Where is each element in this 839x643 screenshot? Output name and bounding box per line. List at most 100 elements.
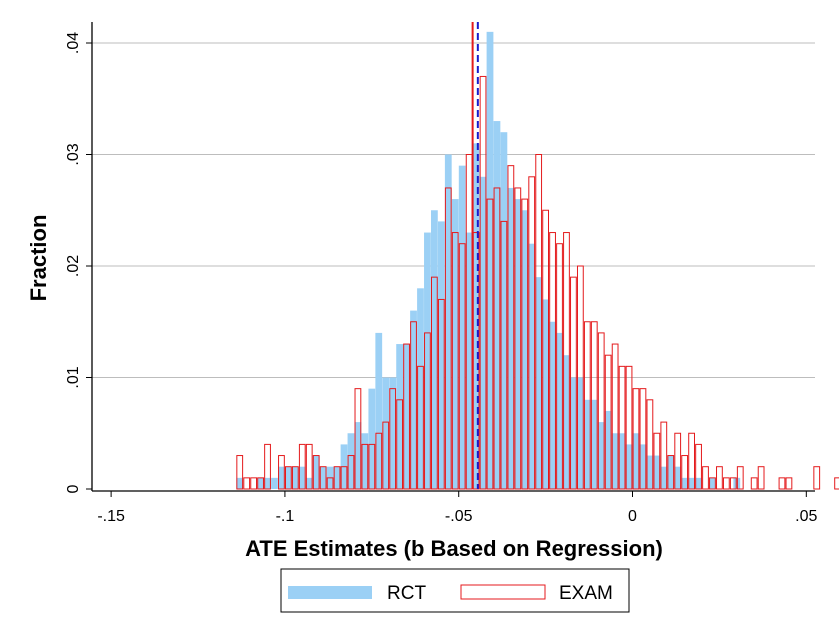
- rct-bar: [361, 433, 369, 489]
- rct-bar: [604, 410, 612, 489]
- y-axis-title: Fraction: [26, 215, 51, 302]
- exam-bar: [681, 455, 689, 490]
- rct-bar: [549, 321, 556, 489]
- rct-bar: [507, 187, 515, 489]
- exam-bar: [702, 466, 709, 490]
- exam-bar: [424, 332, 431, 490]
- x-axis-title: ATE Estimates (b Based on Regression): [245, 536, 663, 561]
- x-tick-label: .05: [795, 508, 817, 525]
- exam-bar: [576, 265, 584, 490]
- rct-bar: [563, 355, 570, 489]
- axes: [91, 22, 815, 492]
- exam-bar: [535, 154, 543, 490]
- exam-bar: [514, 187, 522, 490]
- mean-lines: [471, 22, 479, 489]
- rct-bar: [618, 433, 626, 489]
- rct-bar: [583, 399, 591, 489]
- legend-swatch-rct: [288, 586, 372, 599]
- exam-bar: [716, 466, 723, 490]
- rct-bar: [625, 444, 633, 489]
- exam-bar: [479, 75, 487, 490]
- exam-bar: [834, 477, 839, 490]
- rct-bar: [437, 221, 445, 489]
- rct-bar: [312, 455, 320, 489]
- legend-swatch-exam: [460, 584, 546, 600]
- exam-bar: [722, 477, 730, 490]
- exam-bar: [326, 477, 334, 490]
- exam-bar: [486, 198, 494, 490]
- exam-bar: [451, 232, 459, 490]
- rct-bar: [472, 143, 480, 489]
- exam-bar: [750, 477, 758, 490]
- legend: RCT EXAM: [280, 568, 630, 613]
- rct-bar: [278, 466, 285, 489]
- exam-bar: [354, 388, 362, 490]
- x-ticks: -.15 -.1 -.05 0 .05: [97, 491, 818, 525]
- rct-bar: [667, 455, 675, 489]
- rct-bar: [347, 433, 355, 489]
- exam-bar: [493, 187, 501, 490]
- legend-label-exam: EXAM: [559, 583, 613, 604]
- x-tick-label: -.1: [276, 508, 295, 525]
- rct-bar: [514, 199, 522, 489]
- exam-bar: [500, 220, 508, 490]
- rct-bar: [733, 477, 741, 489]
- rct-bar: [319, 466, 327, 489]
- exam-bar: [319, 466, 327, 490]
- exam-bar: [507, 165, 515, 490]
- exam-bar: [368, 443, 376, 490]
- rct-bar: [417, 288, 424, 489]
- rct-bar: [458, 165, 466, 489]
- exam-bar: [278, 455, 285, 490]
- exam-bar: [340, 466, 348, 490]
- exam-bar: [458, 243, 466, 490]
- rct-bar: [535, 277, 543, 489]
- rct-bar: [451, 199, 459, 489]
- rct-bar: [396, 344, 404, 489]
- exam-bar: [347, 455, 355, 490]
- exam-bar: [625, 365, 633, 490]
- exam-bar: [695, 443, 702, 490]
- exam-bar: [305, 443, 313, 490]
- rct-bar: [375, 332, 383, 489]
- rct-bar: [410, 310, 417, 489]
- rct-bar: [486, 31, 494, 489]
- rct-bar: [576, 377, 584, 489]
- rct-bar: [444, 154, 452, 489]
- exam-bar: [291, 466, 299, 490]
- exam-bar: [778, 477, 786, 490]
- x-tick-label: -.15: [97, 508, 125, 525]
- rct-bar: [660, 466, 668, 489]
- y-tick-label: .01: [65, 366, 82, 388]
- rct-bar: [646, 455, 654, 489]
- rct-bar: [333, 466, 341, 489]
- rct-bar: [368, 388, 376, 489]
- exam-bar: [528, 176, 536, 490]
- exam-bar: [688, 432, 695, 490]
- exam-bar: [556, 243, 563, 490]
- rct-bar: [521, 210, 529, 489]
- legend-label-rct: RCT: [387, 583, 426, 604]
- exam-bar: [243, 477, 251, 490]
- exam-bar: [382, 421, 390, 490]
- rct-bar: [298, 466, 306, 489]
- exam-bar: [333, 466, 341, 490]
- exam-bar: [757, 466, 765, 490]
- exam-bars: [236, 75, 839, 490]
- rct-bar: [639, 444, 647, 489]
- y-tick-label: 0: [65, 484, 82, 493]
- rct-bar: [590, 399, 598, 489]
- exam-bar: [236, 455, 244, 490]
- rct-bar: [479, 176, 487, 490]
- exam-bar: [403, 343, 410, 490]
- exam-bar: [375, 432, 383, 490]
- exam-bar: [618, 365, 626, 490]
- exam-bar: [285, 466, 292, 490]
- rct-bar: [271, 477, 278, 489]
- rct-bar: [695, 477, 702, 489]
- exam-bar: [430, 276, 438, 490]
- rct-bar: [424, 232, 431, 490]
- rct-bar: [403, 344, 410, 489]
- exam-bar: [597, 332, 605, 490]
